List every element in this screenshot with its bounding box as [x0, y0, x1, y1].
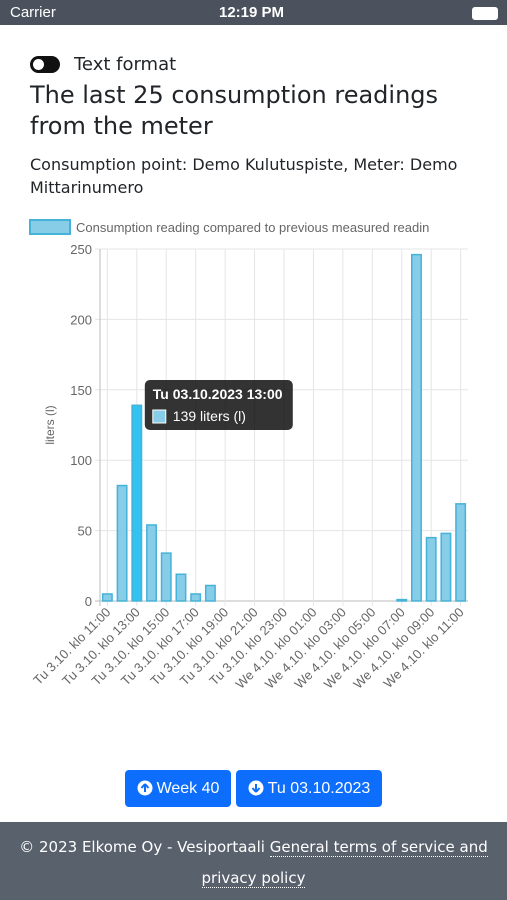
carrier: Carrier: [10, 4, 56, 21]
bar: [411, 253, 422, 602]
page-title: The last 25 consumption readings from th…: [30, 81, 439, 140]
bar: [146, 524, 157, 602]
y-tick-label: 250: [70, 242, 92, 257]
tooltip-swatch: [152, 409, 167, 424]
clock: 12:19 PM: [219, 4, 285, 21]
y-tick-label: 50: [78, 524, 92, 539]
battery: [472, 7, 498, 20]
bar: [190, 593, 202, 602]
bar: [116, 484, 128, 602]
tooltip-box: [144, 380, 293, 430]
legend-swatch: [29, 219, 71, 235]
bar: [396, 598, 408, 602]
legend-label: Consumption reading compared to previous…: [76, 220, 429, 235]
bar: [131, 404, 143, 602]
tooltip: Tu 03.10.2023 13:00 139 liters (l): [144, 380, 293, 430]
tooltip-label: 139 liters (l): [173, 408, 246, 424]
chart: Consumption reading compared to previous…: [29, 219, 468, 692]
y-tick-label: 100: [70, 453, 92, 468]
terms-link[interactable]: General terms of service and privacy pol…: [201, 838, 488, 888]
footer: © 2023 Elkome Oy - Vesiportaali General …: [0, 822, 507, 900]
subtitle: Consumption point: Demo Kulutuspiste, Me…: [30, 155, 458, 197]
bar: [425, 536, 437, 602]
y-tick-label: 150: [70, 383, 92, 398]
y-tick-label: 200: [70, 312, 92, 327]
bar: [101, 593, 113, 602]
bar: [455, 503, 467, 602]
week-button[interactable]: Week 40: [125, 770, 231, 807]
tooltip-title: Tu 03.10.2023 13:00: [153, 386, 283, 402]
bar: [440, 532, 452, 602]
day-button[interactable]: Tu 03.10.2023: [236, 770, 382, 807]
y-tick-label: 0: [85, 594, 92, 609]
y-axis-label: liters (l): [43, 405, 57, 444]
button-label: Tu 03.10.2023: [267, 780, 371, 797]
button-label: Week 40: [156, 780, 220, 797]
copyright: © 2023 Elkome Oy - Vesiportaali: [19, 838, 265, 856]
bar: [160, 552, 172, 602]
toggle-label: Text format: [74, 54, 177, 75]
bar: [175, 573, 187, 602]
status-bar: Carrier 12:19 PM: [0, 0, 507, 25]
up-icon: [137, 780, 153, 796]
bar: [204, 584, 216, 602]
toggle[interactable]: [30, 56, 60, 73]
down-icon: [248, 780, 264, 796]
